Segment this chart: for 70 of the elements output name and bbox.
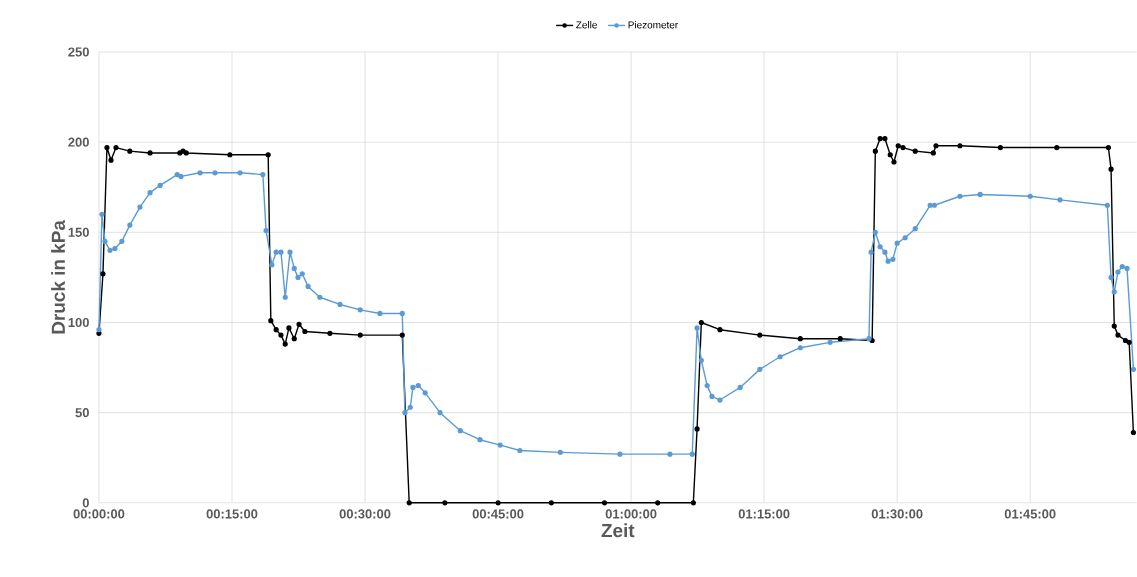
point <box>147 150 153 156</box>
point <box>900 145 906 151</box>
point <box>273 327 279 333</box>
x-axis-title: Zeit <box>601 523 635 538</box>
point <box>887 152 893 158</box>
x-tick-label: 00:45:00 <box>472 509 524 519</box>
point <box>912 148 918 154</box>
x-tick-label: 00:00:00 <box>73 509 125 519</box>
point <box>1105 145 1111 151</box>
point <box>282 341 288 347</box>
point <box>357 332 363 338</box>
point <box>872 148 878 154</box>
point <box>655 500 661 506</box>
legend-label: Piezometer <box>628 21 678 29</box>
point <box>877 136 883 142</box>
x-tick-label: 00:30:00 <box>339 509 391 519</box>
point <box>891 159 897 165</box>
point <box>227 152 233 158</box>
y-tick-label: 0 <box>82 498 89 508</box>
point <box>797 336 803 342</box>
legend-label: Zelle <box>576 21 597 29</box>
y-tick-label: 250 <box>68 47 89 57</box>
point <box>698 319 704 326</box>
point <box>296 321 302 327</box>
point <box>113 145 119 151</box>
x-tick-label: 01:15:00 <box>738 509 790 519</box>
point <box>265 152 271 158</box>
point <box>837 336 843 342</box>
point <box>933 143 939 149</box>
point <box>1108 166 1114 172</box>
point <box>930 150 936 156</box>
point <box>442 500 448 506</box>
x-tick-label: 01:00:00 <box>605 509 657 519</box>
point <box>327 330 333 336</box>
point <box>548 500 554 506</box>
point <box>100 271 106 277</box>
point <box>286 325 292 331</box>
point <box>882 136 888 142</box>
point <box>757 332 763 338</box>
x-tick-label: 01:45:00 <box>1004 509 1056 519</box>
point <box>127 148 133 154</box>
y-axis-title: Druck in kPa <box>51 220 66 334</box>
point <box>997 145 1003 151</box>
point <box>1122 338 1129 344</box>
point <box>717 327 723 333</box>
point <box>957 143 963 149</box>
point <box>694 426 700 432</box>
point <box>1054 145 1060 151</box>
point <box>302 329 308 335</box>
point <box>1126 339 1132 346</box>
point <box>108 157 114 163</box>
point <box>406 500 412 506</box>
point <box>278 332 284 338</box>
point <box>1111 323 1117 329</box>
y-tick-label: 100 <box>68 317 89 328</box>
point <box>399 332 405 338</box>
y-tick-label: 150 <box>68 227 89 237</box>
point <box>495 500 501 506</box>
y-tick-label: 200 <box>68 137 89 147</box>
point <box>104 145 110 151</box>
point <box>268 318 274 324</box>
point <box>601 500 608 506</box>
x-tick-label: 00:15:00 <box>206 509 258 519</box>
x-tick-label: 01:30:00 <box>871 509 923 519</box>
point <box>1115 332 1121 338</box>
point <box>1130 429 1137 436</box>
point <box>895 143 901 149</box>
y-tick-label: 50 <box>75 408 89 418</box>
point <box>690 500 696 506</box>
point <box>291 336 297 342</box>
